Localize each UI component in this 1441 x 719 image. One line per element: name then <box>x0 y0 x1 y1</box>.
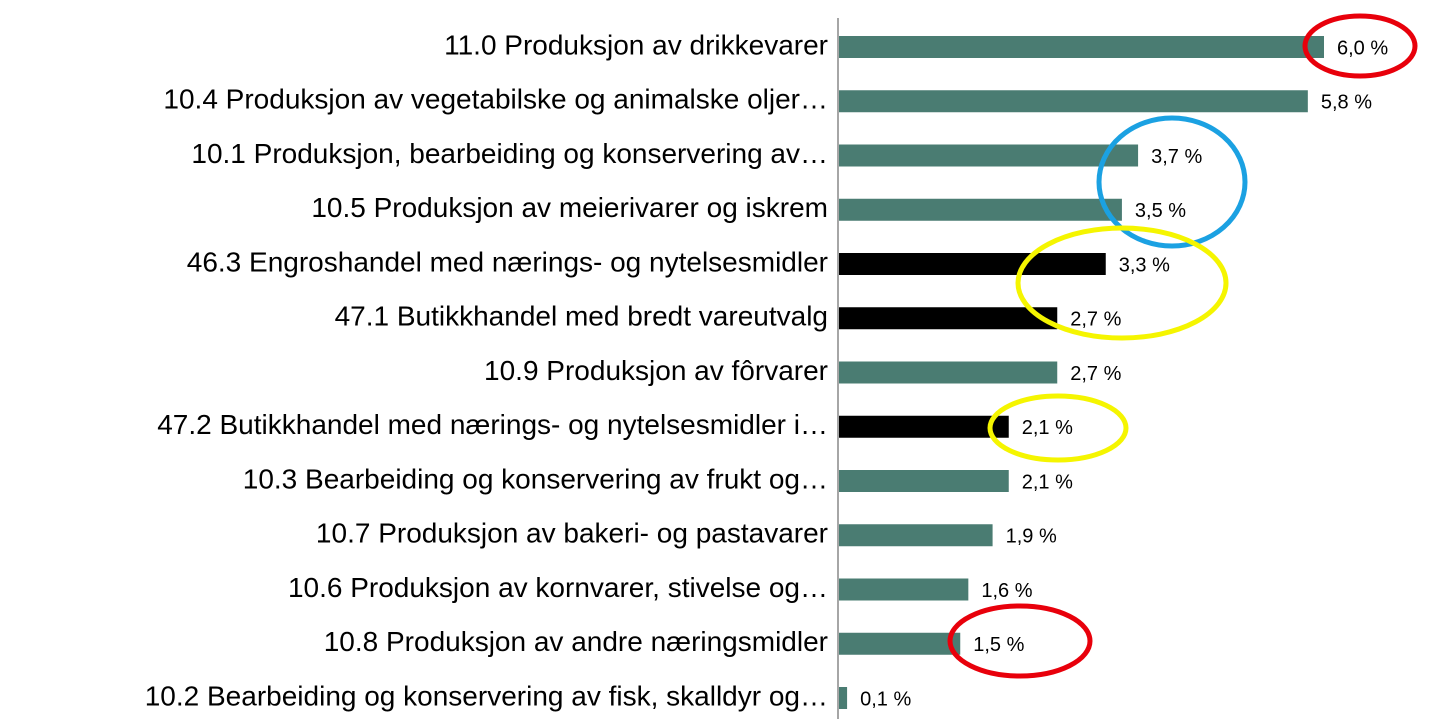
bar <box>839 578 969 601</box>
category-label: 11.0 Produksjon av drikkevarer <box>444 29 828 60</box>
bar <box>839 415 1009 438</box>
category-label: 10.8 Produksjon av andre næringsmidler <box>324 626 828 657</box>
highlight-ellipse <box>947 603 1093 679</box>
bar <box>839 144 1139 167</box>
annotations <box>947 13 1418 679</box>
value-label: 6,0 % <box>1337 37 1388 59</box>
category-label: 10.2 Bearbeiding og konservering av fisk… <box>145 680 828 711</box>
category-label: 10.3 Bearbeiding og konservering av fruk… <box>243 463 828 494</box>
value-label: 3,5 % <box>1135 200 1186 222</box>
category-label: 10.1 Produksjon, bearbeiding og konserve… <box>191 138 828 169</box>
bar <box>839 198 1122 221</box>
bar <box>839 687 848 709</box>
category-label: 47.2 Butikkhandel med nærings- og nytels… <box>157 409 828 440</box>
category-label: 46.3 Engroshandel med nærings- og nytels… <box>187 246 828 277</box>
category-label: 47.1 Butikkhandel med bredt vareutvalg <box>335 301 828 332</box>
value-label: 5,8 % <box>1321 92 1372 114</box>
value-label: 2,1 % <box>1022 471 1073 493</box>
category-label: 10.7 Produksjon av bakeri- og pastavarer <box>316 518 828 549</box>
value-label: 2,7 % <box>1070 309 1121 331</box>
category-label: 10.4 Produksjon av vegetabilske og anima… <box>163 84 828 115</box>
bars: 11.0 Produksjon av drikkevarer 6,0 % 10.4 … <box>145 29 1389 711</box>
highlight-ellipse <box>1302 13 1418 79</box>
bar <box>839 307 1058 330</box>
value-label: 2,7 % <box>1070 363 1121 385</box>
bar <box>839 632 961 655</box>
value-label: 3,7 % <box>1151 146 1202 168</box>
highlight-ellipse <box>1015 225 1229 341</box>
bar <box>839 36 1324 58</box>
value-label: 3,3 % <box>1119 254 1170 276</box>
highlight-ellipse <box>987 393 1129 463</box>
bar <box>839 470 1009 492</box>
bar <box>839 361 1058 384</box>
category-label: 10.5 Produksjon av meierivarer og iskrem <box>311 192 828 223</box>
value-label: 1,5 % <box>973 634 1024 656</box>
value-label: 1,6 % <box>981 580 1032 602</box>
highlight-ellipse <box>1096 115 1248 249</box>
value-label: 1,9 % <box>1006 526 1057 548</box>
value-label: 0,1 % <box>860 688 911 710</box>
category-label: 10.9 Produksjon av fôrvarer <box>484 355 828 386</box>
value-label: 2,1 % <box>1022 417 1073 439</box>
category-label: 10.6 Produksjon av kornvarer, stivelse o… <box>288 572 828 603</box>
bar <box>839 524 993 547</box>
bar <box>839 90 1308 113</box>
bar <box>839 253 1106 275</box>
